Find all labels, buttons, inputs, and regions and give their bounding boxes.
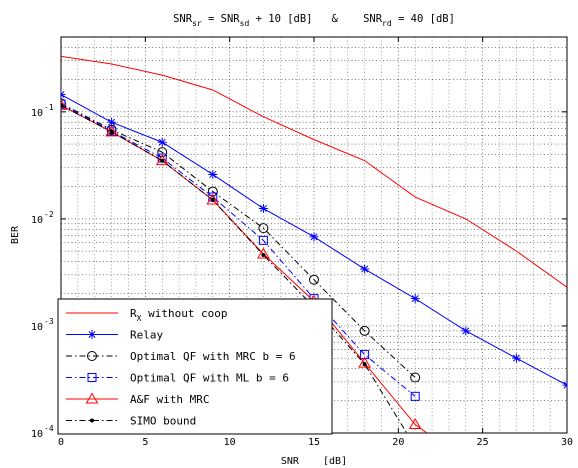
legend-box (57, 298, 333, 435)
dot-marker (261, 252, 266, 257)
y-tick-label: 10 (31, 322, 43, 333)
star-marker (562, 380, 567, 390)
series-line (61, 55, 567, 288)
dot-marker (90, 418, 94, 423)
triangle-marker (206, 193, 220, 205)
triangle-marker (105, 125, 118, 137)
legend-label: SIMO bound (130, 415, 196, 428)
star-marker (511, 353, 521, 363)
x-tick-label: 20 (392, 437, 404, 448)
star-marker (157, 137, 167, 147)
star-marker (258, 204, 268, 214)
legend-item: RX without coop (66, 307, 228, 323)
y-tick-exponent: -1 (44, 103, 54, 112)
x-axis-label: SNR [dB] (281, 456, 347, 467)
series-line (61, 102, 416, 378)
x-tick-label: 25 (477, 437, 489, 448)
y-axis-label: BER (10, 225, 21, 244)
square-marker (360, 350, 370, 360)
triangle-marker (358, 356, 371, 368)
y-tick-exponent: -3 (44, 317, 54, 326)
triangle-marker (408, 418, 422, 430)
x-tick-label: 5 (142, 437, 148, 448)
x-tick-label: 0 (58, 437, 64, 448)
triangle-marker (61, 98, 68, 110)
circle-marker (359, 325, 370, 336)
x-tick-label: 10 (224, 437, 236, 448)
circle-marker (410, 372, 421, 383)
y-tick-exponent: -2 (44, 210, 54, 219)
star-marker (309, 232, 319, 242)
legend-item: A&F with MRC (66, 392, 209, 406)
legend-item: Relay (66, 329, 163, 342)
square-marker (258, 235, 268, 245)
series-0 (61, 55, 567, 288)
star-marker (61, 90, 66, 100)
circle-marker (309, 274, 319, 285)
star-marker (87, 330, 97, 339)
star-marker (461, 326, 471, 336)
x-tick-label: 30 (561, 437, 573, 448)
star-marker (208, 169, 218, 179)
legend-label: RX without coop (130, 307, 228, 323)
star-marker (360, 264, 370, 274)
legend-label: Relay (130, 329, 163, 342)
legend-item: Optimal QF with MRC b = 6 (66, 350, 296, 363)
square-marker (87, 373, 97, 382)
triangle-marker (257, 247, 270, 259)
legend: RX without coop Relay Optimal QF with MRC … (57, 298, 333, 435)
circle-marker (258, 223, 269, 234)
legend-item: SIMO bound (66, 415, 196, 428)
legend-item: Optimal QF with ML b = 6 (66, 372, 289, 385)
dot-marker (160, 158, 165, 163)
dot-marker (362, 362, 367, 367)
dot-marker (109, 129, 114, 134)
square-marker (61, 99, 66, 109)
circle-marker (87, 351, 97, 361)
chart-title: SNRsr = SNRsd + 10 [dB] & SNRrd = 40 [dB… (173, 13, 455, 28)
legend-label: A&F with MRC (130, 393, 209, 406)
dot-marker (61, 103, 63, 108)
triangle-marker (85, 392, 99, 404)
star-marker (410, 294, 420, 304)
legend-label: Optimal QF with MRC b = 6 (130, 350, 296, 363)
series-1 (61, 90, 567, 390)
square-marker (410, 391, 420, 401)
series-line (61, 104, 408, 433)
y-tick-label: 10 (31, 215, 43, 226)
y-tick-exponent: -4 (44, 424, 54, 433)
circle-marker (157, 147, 168, 158)
series-line (61, 103, 416, 397)
y-tick-label: 10 (31, 108, 43, 119)
y-tick-label: 10 (31, 429, 43, 440)
circle-marker (207, 186, 218, 197)
dot-marker (210, 198, 215, 203)
legend-label: Optimal QF with ML b = 6 (130, 372, 289, 385)
x-tick-label: 15 (308, 437, 320, 448)
triangle-marker (155, 154, 169, 166)
